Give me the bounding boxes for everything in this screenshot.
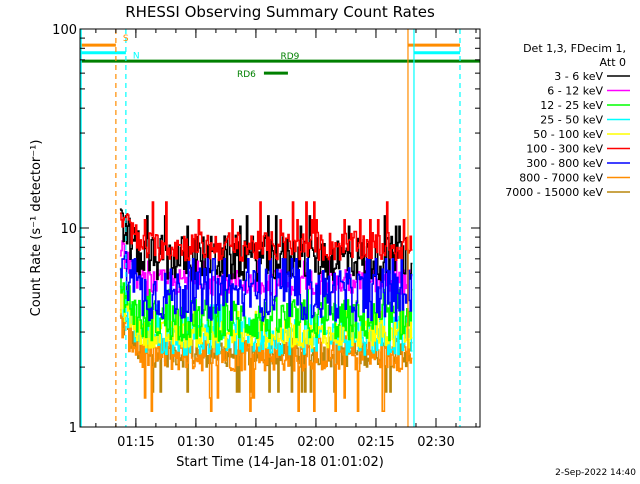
x-tick-label-3: 02:00 (297, 435, 334, 450)
legend-header-line-1: Att 0 (600, 56, 626, 69)
annotation-label-2: RD9 (280, 52, 299, 62)
y-tick-label-2: 100 (52, 23, 77, 38)
legend-label-6: 300 - 800 keV (526, 157, 603, 170)
series-line-6 (119, 250, 413, 322)
x-tick-label-1: 01:30 (177, 435, 214, 450)
axes-layer: 1 10 100 01:15 01:30 01:45 02:00 02:15 02:30 (52, 23, 480, 450)
footer-date: 2-Sep-2022 14:40 (555, 468, 636, 478)
legend-label-0: 3 - 6 keV (554, 70, 603, 83)
x-tick-label-0: 01:15 (117, 435, 154, 450)
legend-label-2: 12 - 25 keV (540, 99, 603, 112)
x-tick-label-2: 01:45 (237, 435, 274, 450)
x-tick-label-4: 02:15 (357, 435, 394, 450)
annotation-label-1: N (133, 52, 140, 62)
legend-label-3: 25 - 50 keV (540, 114, 603, 127)
annotation-label-0: S (123, 34, 129, 44)
legend-label-1: 6 - 12 keV (547, 85, 603, 98)
legend-label-7: 800 - 7000 keV (519, 172, 603, 185)
data-layer (119, 201, 413, 412)
legend-label-8: 7000 - 15000 keV (505, 186, 603, 199)
legend-label-4: 50 - 100 keV (533, 128, 603, 141)
legend-header-line-0: Det 1,3, FDecim 1, (523, 42, 626, 55)
y-tick-label-1: 10 (60, 222, 77, 237)
annotation-label-3: RD6 (237, 70, 256, 80)
legend-label-5: 100 - 300 keV (526, 143, 603, 156)
y-tick-label-0: 1 (69, 421, 77, 436)
x-tick-label-5: 02:30 (417, 435, 454, 450)
x-axis-label: Start Time (14-Jan-18 01:01:02) (176, 455, 384, 470)
markers-layer: SN RD9 RD6 (80, 29, 480, 427)
y-axis-label: Count Rate (s⁻¹ detector⁻¹) (29, 140, 44, 317)
chart-title: RHESSI Observing Summary Count Rates (125, 3, 435, 21)
legend: Det 1,3, FDecim 1,Att 03 - 6 keV 6 - 12 k… (505, 42, 630, 199)
series-line-5 (119, 201, 413, 262)
